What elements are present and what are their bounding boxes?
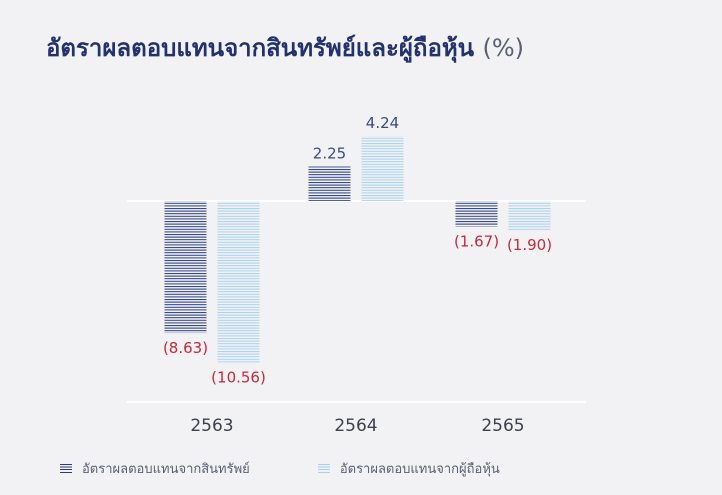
legend-swatch-equity (317, 463, 330, 474)
bar-asset-2565 (455, 201, 498, 227)
bar-equity-2564 (361, 136, 404, 201)
x-tick-label-2565: 2565 (481, 416, 524, 436)
data-label-equity-2564: 4.24 (366, 114, 399, 132)
data-label-asset-2564: 2.25 (313, 145, 346, 163)
legend: อัตราผลตอบแทนจากสินทรัพย์ อัตราผลตอบแทนจ… (60, 458, 500, 479)
bar-equity-2565 (508, 201, 551, 231)
legend-item-asset: อัตราผลตอบแทนจากสินทรัพย์ (60, 458, 250, 479)
legend-label-asset: อัตราผลตอบแทนจากสินทรัพย์ (82, 462, 250, 477)
x-tick-label-2564: 2564 (334, 416, 377, 436)
data-label-equity-2565: (1.90) (507, 236, 552, 254)
data-label-equity-2563: (10.56) (211, 369, 266, 387)
title-unit: (%) (482, 34, 524, 62)
bar-equity-2563 (217, 201, 260, 363)
x-tick-label-2563: 2563 (190, 416, 233, 436)
legend-swatch-asset (60, 463, 72, 474)
chart-title: อัตราผลตอบแทนจากสินทรัพย์และผู้ถือหุ้น (… (46, 34, 524, 62)
data-label-asset-2565: (1.67) (454, 233, 499, 251)
data-label-asset-2563: (8.63) (163, 339, 208, 357)
legend-label-equity: อัตราผลตอบแทนจากผู้ถือหุ้น (339, 462, 500, 477)
bar-asset-2564 (308, 166, 351, 201)
bar-asset-2563 (164, 201, 207, 334)
legend-item-equity: อัตราผลตอบแทนจากผู้ถือหุ้น (317, 458, 500, 479)
